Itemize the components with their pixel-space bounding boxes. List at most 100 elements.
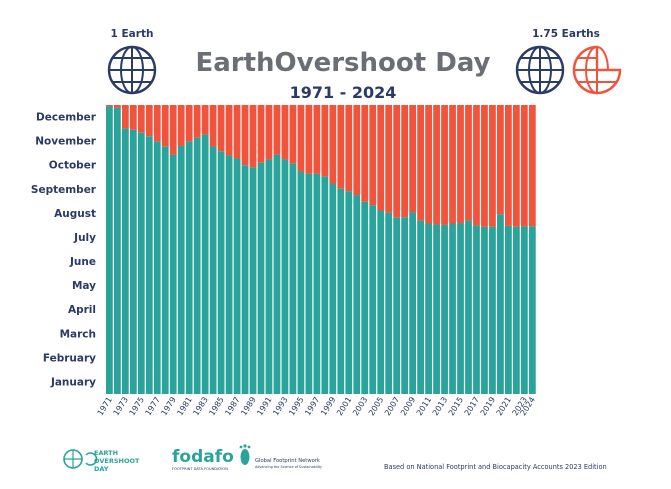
y-axis-month-labels: January February March April May June July Augu… (31, 112, 97, 389)
x-tick-label: 1995 (287, 395, 305, 417)
x-tick-label: 2011 (415, 395, 433, 417)
regeneration-bar (512, 226, 520, 394)
x-tick-label: 2015 (447, 395, 465, 417)
overshoot-bar (457, 105, 464, 224)
regeneration-bar (393, 217, 401, 394)
y-tick-label: May (72, 280, 96, 292)
regeneration-bar (489, 226, 496, 394)
x-tick-label: 2001 (335, 395, 353, 417)
overshoot-bar (305, 105, 313, 174)
overshoot-bar (113, 105, 121, 108)
regeneration-bar (520, 226, 528, 394)
x-tick-label: 1991 (255, 395, 273, 417)
regeneration-bar (385, 212, 393, 394)
overshoot-bar (321, 105, 329, 177)
regeneration-bar (106, 106, 113, 394)
overshoot-bar (297, 105, 305, 172)
overshoot-bar (217, 105, 225, 152)
regeneration-bar (185, 141, 193, 394)
overshoot-bar (193, 105, 201, 138)
regeneration-bar (137, 132, 145, 394)
regeneration-bar (161, 146, 169, 394)
regeneration-bar (281, 159, 289, 394)
overshoot-bar (137, 105, 145, 133)
x-tick-label: 1979 (160, 395, 178, 417)
y-tick-label: April (68, 304, 96, 316)
y-tick-label: June (69, 256, 96, 268)
overshoot-bar (465, 105, 472, 221)
regeneration-bar (241, 165, 249, 394)
regeneration-bar (153, 141, 161, 394)
source-note: Based on National Footprint and Biocapac… (384, 463, 607, 471)
regeneration-bar (481, 226, 488, 394)
x-tick-label: 1973 (112, 395, 130, 417)
overshoot-bar (417, 105, 424, 221)
overshoot-bar (177, 105, 185, 146)
overshoot-bar (106, 105, 113, 107)
x-tick-label: 2007 (383, 395, 401, 417)
fodafo-tagline: FOOTPRINT DATA FOUNDATION (172, 467, 228, 471)
regeneration-bar (457, 223, 464, 394)
regeneration-bar (257, 162, 265, 394)
x-tick-label: 1989 (239, 395, 257, 417)
one-point-seven-five-earths-label: 1.75 Earths (532, 28, 600, 40)
regeneration-bar (353, 195, 361, 394)
overshoot-bar (257, 105, 265, 163)
regeneration-bar (433, 224, 440, 394)
y-tick-label: January (50, 376, 96, 388)
regeneration-bar (209, 146, 217, 394)
logo1-line2: OVERSHOOT (94, 457, 140, 465)
regeneration-bar (425, 223, 432, 394)
y-tick-label: September (31, 184, 97, 196)
regeneration-bar (401, 217, 409, 394)
regeneration-bar (313, 173, 321, 394)
regeneration-bar (233, 158, 241, 394)
globe-icon (107, 45, 157, 95)
overshoot-bar (233, 105, 241, 159)
chart-title: EarthOvershoot Day (195, 48, 490, 78)
x-tick-label: 2017 (463, 395, 481, 417)
overshoot-bar (273, 105, 281, 155)
overshoot-bar (401, 105, 409, 218)
regeneration-bar (249, 167, 257, 394)
regeneration-bar (361, 201, 369, 394)
overshoot-bar (201, 105, 209, 135)
overshoot-bar (449, 105, 456, 224)
regeneration-bar (465, 220, 472, 394)
overshoot-bar (129, 105, 137, 130)
regeneration-bar (113, 107, 121, 394)
fodafo-wordmark: fodafo (172, 447, 234, 467)
overshoot-bar (497, 105, 504, 215)
regeneration-bar (289, 163, 297, 394)
regeneration-bar (505, 225, 512, 394)
x-tick-label: 1983 (191, 395, 209, 417)
y-tick-label: October (49, 160, 97, 172)
earth-overshoot-day-logo: EARTH OVERSHOOT DAY (63, 449, 140, 473)
gfn-wordmark: Global Footprint Network (255, 458, 320, 464)
x-tick-label: 1977 (144, 395, 162, 417)
logo1-line1: EARTH (94, 449, 118, 457)
bar-series (106, 105, 536, 395)
regeneration-bar (145, 136, 153, 394)
overshoot-bar (512, 105, 520, 227)
x-tick-label: 2003 (351, 395, 369, 417)
regeneration-bar (473, 225, 480, 394)
overshoot-bar (489, 105, 496, 227)
overshoot-bar (337, 105, 345, 189)
logo1-line3: DAY (94, 465, 109, 473)
overshoot-bar (169, 105, 177, 155)
overshoot-bar (393, 105, 401, 218)
x-tick-label: 2013 (431, 395, 449, 417)
partial-globe-icon (572, 45, 622, 95)
overshoot-bar (185, 105, 193, 142)
overshoot-bar (145, 105, 153, 137)
regeneration-bar (345, 191, 353, 394)
overshoot-bar (281, 105, 289, 160)
regeneration-bar (417, 220, 424, 394)
y-tick-label: February (43, 352, 96, 364)
x-tick-label: 1999 (319, 395, 337, 417)
overshoot-bar (481, 105, 488, 227)
overshoot-bar (313, 105, 321, 174)
x-tick-label: 1981 (175, 395, 193, 417)
regeneration-bar (265, 159, 273, 394)
